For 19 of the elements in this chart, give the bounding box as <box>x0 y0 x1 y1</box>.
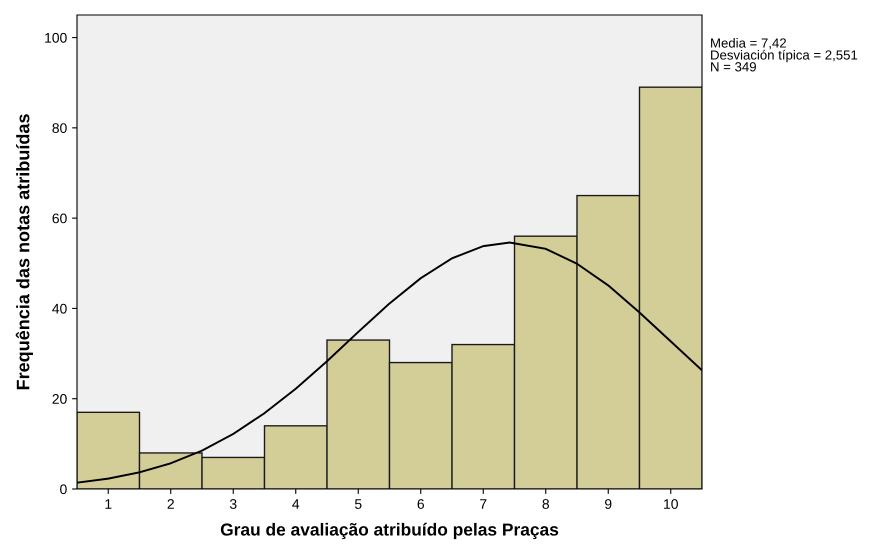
x-tick-label: 3 <box>230 499 236 509</box>
x-tick-label: 4 <box>292 499 300 509</box>
y-tick-label: 0 <box>60 484 67 494</box>
y-tick-label: 100 <box>45 32 67 43</box>
x-tick-label: 9 <box>605 499 612 509</box>
y-tick-label: 60 <box>52 213 67 224</box>
x-tick-label: 7 <box>480 499 486 509</box>
x-tick-label: 10 <box>664 499 678 509</box>
x-tick-label: 5 <box>354 499 362 509</box>
y-tick-label: 20 <box>52 394 67 404</box>
y-tick-label: 40 <box>52 304 67 314</box>
y-tick-label: 80 <box>52 123 67 134</box>
x-tick-label: 1 <box>105 499 112 509</box>
x-tick-label: 2 <box>168 499 174 509</box>
text: Media = 7,42 Desviación típica = 2,551 N = 349 <box>711 38 858 72</box>
x-tick-label: 6 <box>418 499 424 509</box>
x-tick-label: 8 <box>542 499 550 509</box>
y-axis-title: Frequência das notas atribuídas <box>16 114 33 390</box>
x-axis-title: Grau de avaliação atribuído pelas Praças <box>220 522 558 540</box>
